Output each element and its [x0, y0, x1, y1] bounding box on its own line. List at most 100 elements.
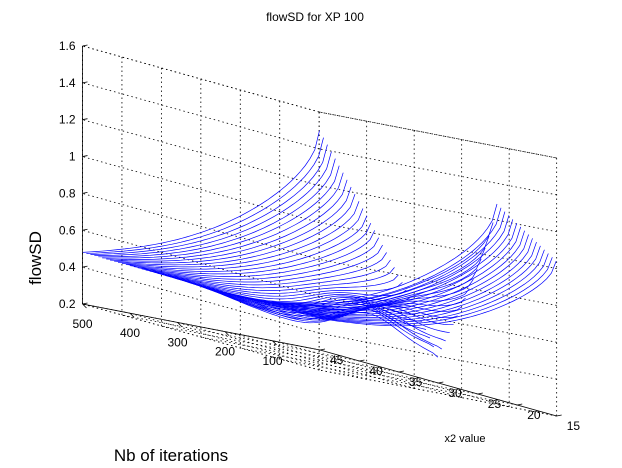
z-tick-label: 0.8 — [59, 186, 76, 200]
y-tick-label: 25 — [488, 397, 502, 411]
y-tick-mark — [398, 370, 404, 373]
y-tick-label: 35 — [409, 375, 423, 389]
surface-curve — [196, 283, 435, 348]
z-tick-mark — [82, 192, 88, 194]
z-axis-label: flowSD — [26, 231, 45, 285]
surface-curve — [177, 278, 415, 308]
surface-curve — [188, 281, 427, 330]
surface-curve — [256, 222, 494, 305]
x-tick-label: 500 — [72, 317, 92, 331]
surface-curve — [315, 257, 553, 325]
x-tick-mark — [224, 331, 230, 336]
surface-curve — [240, 269, 478, 310]
surface-curve — [157, 267, 395, 291]
z-tick-mark — [82, 44, 88, 47]
surface-curve — [137, 230, 376, 277]
surface-curve — [161, 274, 399, 294]
grid-line — [82, 119, 320, 187]
x-tick-label: 100 — [262, 354, 282, 368]
y-tick-label: 40 — [369, 364, 383, 378]
surface-curve — [141, 237, 380, 280]
y-tick-label: 30 — [448, 386, 462, 400]
surface-curve — [153, 259, 391, 289]
surface-curve — [125, 208, 364, 270]
x-tick-mark — [272, 340, 277, 346]
surface-curve — [149, 252, 387, 286]
y-tick-mark — [556, 414, 562, 417]
surface-curve — [145, 244, 383, 283]
x-tick-label: 400 — [120, 326, 140, 340]
surface-curve — [94, 151, 332, 257]
surface-curve — [165, 275, 403, 297]
surface-curve — [86, 137, 324, 254]
surface-curve — [184, 280, 423, 322]
surface-curve — [307, 249, 545, 322]
x-axis-line — [82, 303, 321, 351]
grid-line — [82, 82, 320, 150]
x-tick-label: 300 — [167, 335, 187, 349]
surface-curve — [228, 292, 466, 315]
surface-curve — [82, 130, 320, 253]
surface-curve — [224, 291, 462, 316]
surface-curve — [216, 289, 454, 326]
surface-curve — [129, 215, 368, 272]
surface-curve — [244, 258, 482, 309]
y-tick-mark — [359, 359, 365, 362]
z-tick-mark — [82, 302, 88, 305]
z-tick-label: 0.6 — [59, 223, 76, 237]
z-tick-label: 0.4 — [59, 260, 76, 274]
surface-curve — [121, 201, 360, 268]
z-tick-label: 1.2 — [59, 113, 76, 127]
grid-line — [82, 266, 320, 334]
surface-curve — [117, 193, 356, 266]
surface-curve — [173, 277, 411, 302]
z-tick-mark — [82, 118, 88, 121]
surface-curve — [90, 144, 328, 255]
y-tick-label: 45 — [330, 353, 344, 367]
y-tick-mark — [319, 348, 326, 351]
x-tick-mark — [82, 303, 87, 309]
z-tick-label: 1 — [69, 150, 76, 164]
z-tick-mark — [82, 81, 88, 84]
y-tick-mark — [477, 392, 483, 395]
x-tick-mark — [177, 322, 182, 327]
z-tick-mark — [82, 265, 88, 268]
surface-curve — [110, 179, 348, 262]
x-tick-mark — [129, 312, 135, 318]
z-tick-mark — [82, 155, 88, 157]
surface-curves — [82, 130, 557, 358]
surface-curve — [192, 282, 431, 339]
surface-curve — [114, 186, 352, 264]
surface-curve — [98, 158, 336, 258]
y-tick-label: 20 — [527, 408, 541, 422]
surface-curve — [259, 203, 498, 304]
grid-line — [272, 340, 510, 408]
surface-curve — [200, 285, 439, 358]
x-tick-label: 200 — [215, 345, 235, 359]
surface-curve — [102, 165, 340, 259]
surface-curve — [133, 222, 372, 275]
grid-line — [82, 193, 320, 260]
grid-line — [224, 331, 462, 398]
z-tick-mark — [82, 228, 88, 231]
surface-curve — [283, 226, 522, 312]
tick-labels: 100 200 300 400 500 15 20 25 30 35 40 45 0.2 0.4 0.6 0.… — [59, 39, 581, 433]
surface-curve — [169, 276, 407, 300]
y-axis-label: x2 value — [445, 433, 486, 445]
surface-curve — [303, 245, 541, 320]
axis-lines — [82, 44, 562, 417]
box-edge — [82, 45, 320, 113]
y-tick-label: 15 — [567, 419, 581, 433]
surface-curve — [180, 279, 419, 315]
grid-line — [82, 229, 320, 297]
surface-curve — [311, 253, 549, 323]
back-grid-lines — [82, 45, 558, 417]
z-tick-label: 1.6 — [59, 39, 76, 53]
chart-title: flowSD for XP 100 — [266, 10, 364, 24]
z-tick-label: 1.4 — [59, 76, 76, 90]
x-axis-label: Nb of iterations — [114, 446, 228, 465]
surface-curve — [106, 172, 344, 260]
grid-line — [82, 303, 320, 371]
